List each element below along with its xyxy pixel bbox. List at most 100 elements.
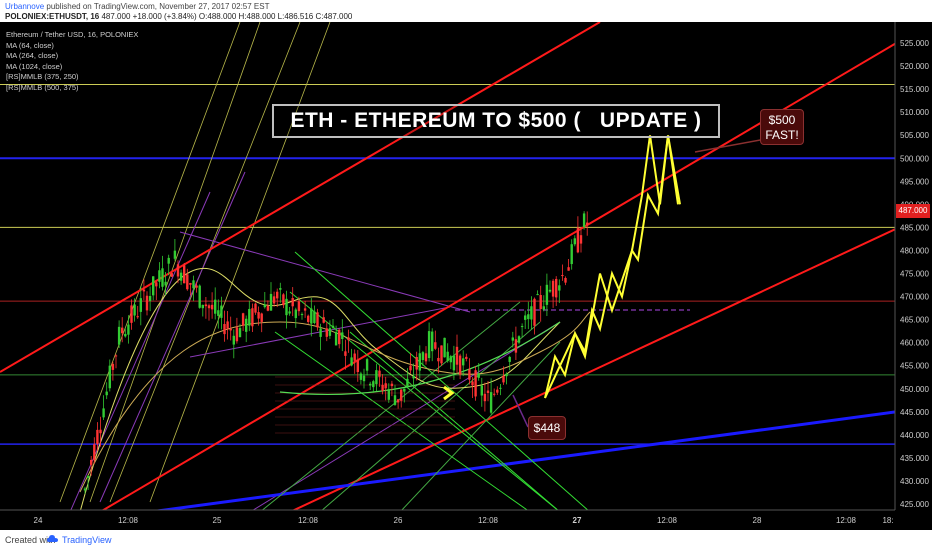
candle-body xyxy=(462,358,465,366)
author-link[interactable]: Urbannove xyxy=(5,2,45,11)
legend-study-ma1024[interactable]: MA (1024, close) xyxy=(6,61,63,71)
candle-body xyxy=(353,353,356,361)
candle-body xyxy=(446,351,449,362)
candle-body xyxy=(220,305,223,318)
candle-body xyxy=(99,429,102,434)
candle-body xyxy=(573,238,576,245)
candle-body xyxy=(183,265,186,284)
candle-body xyxy=(511,337,514,341)
target-callout: $500 FAST! xyxy=(760,109,804,145)
candle-body xyxy=(527,314,530,320)
candle-body xyxy=(489,392,493,413)
candle-body xyxy=(505,373,508,377)
candle-body xyxy=(412,376,415,379)
candle-body xyxy=(248,308,251,326)
candle-body xyxy=(474,370,477,397)
candle-body xyxy=(257,312,260,319)
candle-body xyxy=(282,294,285,306)
candle-body xyxy=(164,281,167,286)
candle-body xyxy=(232,335,235,345)
candle-body xyxy=(152,276,155,296)
price-tick-label: 515.000 xyxy=(900,85,929,94)
candle-body xyxy=(421,352,425,361)
candle-body xyxy=(480,385,483,396)
channel-line-2 xyxy=(289,211,932,513)
candle-body xyxy=(458,355,462,375)
price-tick-label: 430.000 xyxy=(900,477,929,486)
time-tick-label: 26 xyxy=(394,516,403,525)
purple-line-2 xyxy=(179,231,471,313)
candle-body xyxy=(586,222,589,226)
tradingview-brand[interactable]: TradingView xyxy=(62,535,112,545)
candle-body xyxy=(263,304,266,308)
candle-body xyxy=(316,312,319,328)
candle-body xyxy=(241,313,245,326)
legend-study-mmlb-500[interactable]: [RS]MMLB (500, 375) xyxy=(6,82,79,92)
candle-body xyxy=(548,289,552,292)
price-tick-label: 470.000 xyxy=(900,293,929,302)
price-tick-label: 510.000 xyxy=(900,108,929,117)
candle-body xyxy=(431,331,434,352)
candle-body xyxy=(517,336,521,343)
support-callout: $448 xyxy=(528,416,566,440)
price-tick-label: 460.000 xyxy=(900,339,929,348)
ohlc-values: O:488.000 H:488.000 L:486.516 C:487.000 xyxy=(198,12,353,21)
time-tick-label: 12:08 xyxy=(118,516,139,525)
pitchfork-line-0 xyxy=(294,251,591,513)
fan-line-3 xyxy=(149,22,331,503)
candle-body xyxy=(294,309,297,319)
candle-body xyxy=(579,235,583,244)
ma-line-slow xyxy=(79,311,591,493)
candle-body xyxy=(121,327,124,334)
purple-line-0 xyxy=(99,171,246,503)
candle-body xyxy=(567,267,570,271)
candle-body xyxy=(139,298,142,312)
legend-study-mmlb-375[interactable]: [RS]MMLB (375, 250) xyxy=(6,72,79,81)
candle-body xyxy=(300,314,304,316)
candle-body xyxy=(455,346,459,365)
channel-line-0 xyxy=(0,22,601,373)
fork-cross-1 xyxy=(259,301,521,513)
price-tick-label: 425.000 xyxy=(900,500,929,509)
candle-body xyxy=(524,315,527,320)
candle-body xyxy=(229,328,232,331)
candle-body xyxy=(558,285,561,291)
chart-legend: Ethereum / Tether USD, 16, POLONIEX MA (… xyxy=(6,30,138,93)
candle-body xyxy=(303,308,307,311)
candle-body xyxy=(170,273,173,277)
candle-body xyxy=(319,328,322,337)
candle-body xyxy=(96,429,99,445)
candle-body xyxy=(452,355,456,371)
candle-body xyxy=(390,383,394,387)
candle-body xyxy=(514,339,518,353)
candle-body xyxy=(427,331,431,359)
footer-bar: Created with TradingView xyxy=(0,530,932,550)
chart-area[interactable]: 425.000 430.000 435.000 440.000 445.000 450.0… xyxy=(0,22,932,530)
candle-body xyxy=(440,345,443,364)
candle-body xyxy=(545,284,549,305)
candle-body xyxy=(223,324,226,335)
candle-body xyxy=(582,213,586,228)
legend-study-ma264[interactable]: MA (264, close) xyxy=(6,51,59,60)
target-callout-price: $500 xyxy=(768,113,796,127)
candle-body xyxy=(186,274,189,290)
candle-body xyxy=(266,305,270,311)
candle-body xyxy=(396,399,400,403)
fan-line-0 xyxy=(59,22,241,503)
candle-body xyxy=(406,378,409,387)
price-chart[interactable]: 425.000 430.000 435.000 440.000 445.000 450.0… xyxy=(0,22,932,530)
candle-body xyxy=(161,268,164,287)
candle-body xyxy=(201,304,204,309)
candle-body xyxy=(403,388,406,392)
candle-body xyxy=(269,293,273,311)
candle-body xyxy=(536,294,539,296)
price-tick-label: 485.000 xyxy=(900,223,929,232)
candle-body xyxy=(192,280,195,289)
last-price: 487.000 xyxy=(101,12,131,21)
candle-body xyxy=(251,308,254,327)
candle-body xyxy=(393,395,397,405)
publish-info: published on TradingView.com, November 2… xyxy=(46,2,270,11)
candle-body xyxy=(561,274,564,277)
legend-study-ma64[interactable]: MA (64, close) xyxy=(6,40,54,50)
candle-body xyxy=(176,264,180,277)
